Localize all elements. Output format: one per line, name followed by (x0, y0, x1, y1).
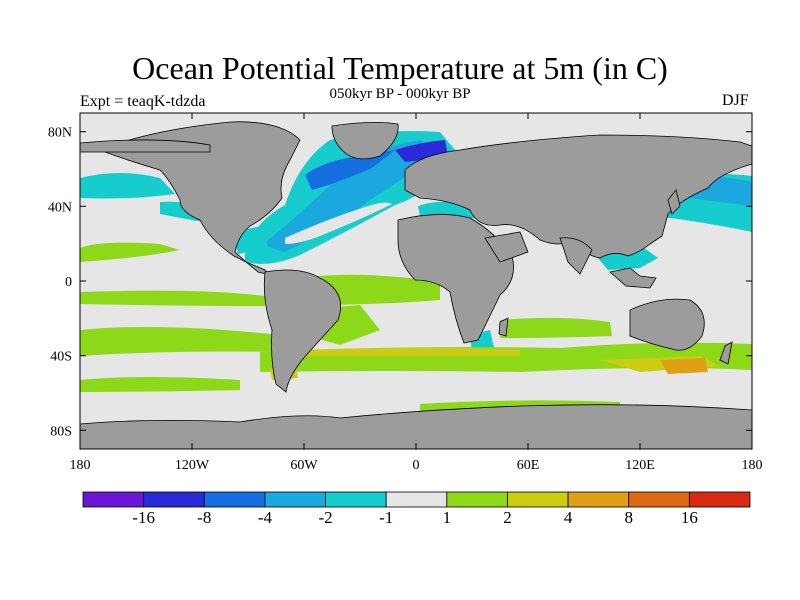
map-title: Ocean Potential Temperature at 5m (in C) (132, 50, 668, 86)
colorbar-swatch (203, 491, 266, 508)
lon-label: 60E (517, 458, 540, 473)
lat-label: 80S (50, 424, 72, 439)
africa (397, 214, 514, 344)
experiment-label: Expt = teaqK-tdzda (80, 93, 206, 110)
antarctica (80, 404, 752, 449)
equatorial-warm-band (80, 290, 265, 306)
colorbar-swatch (688, 491, 751, 508)
southern-yellow-streak (300, 348, 520, 356)
lat-label: 0 (65, 275, 72, 290)
madagascar (498, 317, 509, 337)
land-masses (80, 121, 752, 449)
south-america (263, 269, 342, 393)
axis-labels: 80N 40N 0 40S 80S 180 120W 60W 0 60E 120E 180 (48, 126, 763, 473)
season-label: DJF (722, 92, 749, 109)
lat-label: 40S (50, 350, 72, 365)
colorbar-label: 16 (681, 508, 698, 527)
new-zealand (719, 341, 733, 365)
colorbar-swatch (264, 491, 326, 508)
pacific-tropical-warm (80, 242, 180, 262)
indian-ocean-warm (500, 317, 612, 338)
colorbar-label: -8 (197, 508, 211, 527)
arctic-island-cap (80, 139, 211, 153)
south-pacific-warm-band (80, 326, 280, 356)
north-atlantic-cool-deep (262, 140, 440, 252)
colorbar-swatch (385, 491, 448, 508)
colorbar (82, 491, 751, 508)
map-subtitle: 050kyr BP - 000kyr BP (329, 86, 471, 102)
colorbar-label: 2 (503, 508, 512, 527)
lon-label: 180 (742, 458, 763, 473)
subtropical-warm-streak (285, 202, 392, 244)
arabian-peninsula (484, 231, 529, 263)
colorbar-swatch (143, 491, 205, 508)
colorbar-swatch (628, 491, 690, 508)
southern-orange-patch (660, 358, 708, 374)
europe-asia (404, 134, 752, 259)
lon-label: 60W (290, 458, 318, 473)
south-pacific-warm-south (80, 377, 240, 392)
lon-label: 0 (413, 458, 420, 473)
axis-ticks (79, 113, 753, 449)
north-pacific-cool-band (80, 173, 175, 199)
anomaly-fields (80, 131, 752, 414)
colorbar-label: -2 (318, 508, 332, 527)
colorbar-swatch (507, 491, 569, 508)
colorbar-label: -16 (132, 508, 155, 527)
maritime-continent (609, 267, 657, 289)
north-america (98, 121, 301, 263)
colorbar-label: 1 (443, 508, 452, 527)
lon-label: 120W (175, 458, 210, 473)
lon-label: 180 (70, 458, 91, 473)
colorbar-label: -4 (258, 508, 273, 527)
gulf-stream-cold-core (305, 150, 395, 190)
colorbar-swatch (325, 491, 387, 508)
colorbar-swatch (446, 491, 508, 508)
map-area (80, 113, 752, 449)
colorbar-labels: -16 -8 -4 -2 -1 1 2 4 8 16 (132, 508, 698, 527)
lat-label: 80N (48, 126, 72, 141)
greenland (331, 122, 399, 160)
lat-label: 40N (48, 200, 72, 215)
india (559, 237, 593, 275)
colorbar-label: -1 (379, 508, 393, 527)
colorbar-swatch (567, 491, 630, 508)
southeast-asia-cool (598, 245, 658, 270)
australia (629, 298, 705, 351)
colorbar-swatch (82, 491, 145, 508)
colorbar-label: 4 (564, 508, 573, 527)
colorbar-label: 8 (624, 508, 633, 527)
japan (667, 189, 681, 215)
lon-label: 120E (625, 458, 655, 473)
